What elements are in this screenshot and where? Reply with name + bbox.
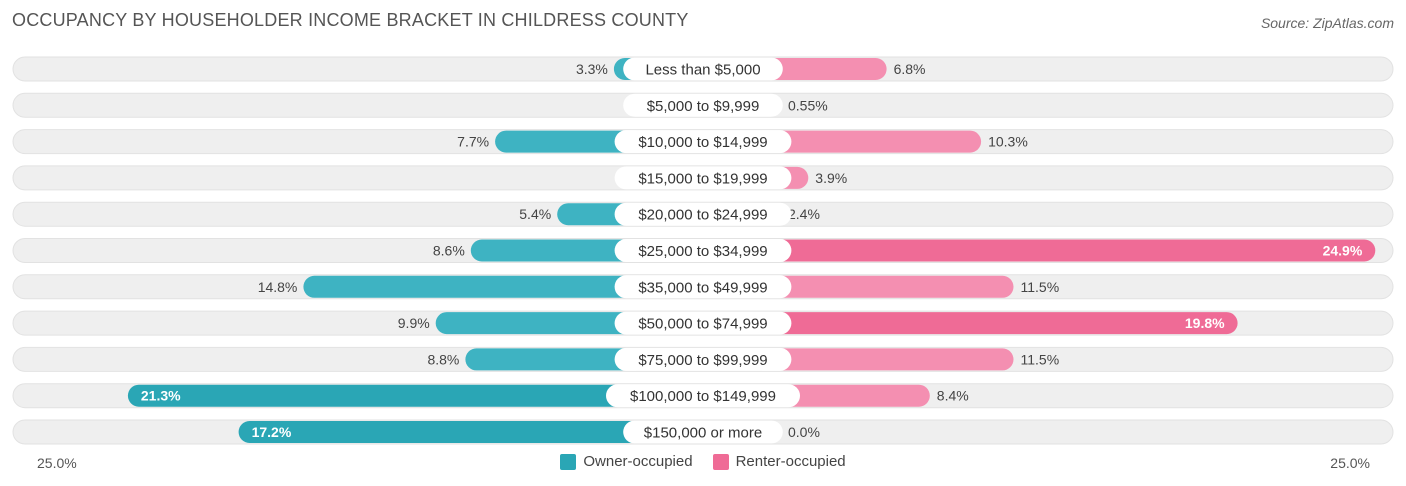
owner-value-label: 14.8% — [258, 279, 298, 295]
renter-value-label: 6.8% — [894, 61, 926, 77]
axis-right-label: 25.0% — [1330, 455, 1370, 471]
renter-value-label: 2.4% — [788, 206, 820, 222]
owner-value-label: 8.6% — [433, 243, 465, 259]
renter-value-label: 11.5% — [1021, 351, 1060, 367]
category-pill — [623, 420, 783, 444]
owner-bar — [238, 421, 703, 443]
legend-renter: Renter-occupied — [712, 453, 846, 470]
legend-renter-swatch — [712, 453, 729, 470]
owner-value-label: 8.8% — [427, 351, 459, 367]
renter-bar — [703, 239, 1376, 262]
category-label: $75,000 to $99,999 — [638, 352, 767, 369]
diverging-bar-chart: 3.3%6.8%Less than $5,0001.4%0.55%$5,000 … — [12, 56, 1394, 445]
renter-value-label: 11.5% — [1021, 279, 1060, 295]
category-label: $5,000 to $9,999 — [647, 98, 760, 115]
renter-bar — [703, 312, 1238, 335]
category-label: $50,000 to $74,999 — [638, 316, 767, 333]
owner-value-label: 7.7% — [457, 134, 489, 150]
category-label: Less than $5,000 — [645, 62, 760, 79]
category-pill — [614, 347, 792, 371]
category-pill — [614, 202, 792, 226]
category-label: $20,000 to $24,999 — [638, 207, 767, 224]
category-label: $100,000 to $149,999 — [630, 388, 776, 405]
source-label: Source: ZipAtlas.com — [1260, 15, 1394, 31]
renter-value-label: 0.55% — [788, 97, 828, 113]
category-label: $150,000 or more — [644, 425, 762, 442]
legend-owner-swatch — [560, 453, 577, 470]
category-pill — [614, 166, 792, 190]
category-label: $25,000 to $34,999 — [638, 243, 767, 260]
legend-owner: Owner-occupied — [560, 453, 693, 470]
category-pill — [614, 130, 792, 154]
owner-value-label: 17.2% — [252, 424, 292, 440]
chart-title: OCCUPANCY BY HOUSEHOLDER INCOME BRACKET … — [12, 10, 689, 30]
category-label: $35,000 to $49,999 — [638, 279, 767, 296]
category-pill — [614, 311, 792, 335]
renter-value-label: 0.0% — [788, 424, 820, 440]
legend: Owner-occupied Renter-occupied — [0, 453, 1406, 470]
renter-value-label: 8.4% — [937, 388, 969, 404]
owner-value-label: 3.3% — [576, 61, 608, 77]
owner-bar — [303, 275, 703, 298]
category-label: $10,000 to $14,999 — [638, 134, 767, 151]
owner-value-label: 9.9% — [398, 315, 430, 331]
owner-value-label: 21.3% — [141, 388, 181, 404]
category-pill — [623, 93, 783, 117]
category-pill — [606, 384, 800, 408]
category-label: $15,000 to $19,999 — [638, 170, 767, 187]
owner-bar — [127, 384, 703, 407]
renter-value-label: 24.9% — [1323, 243, 1363, 259]
category-pill — [623, 57, 783, 81]
legend-renter-label: Renter-occupied — [735, 453, 846, 470]
owner-value-label: 5.4% — [519, 206, 551, 222]
renter-value-label: 19.8% — [1185, 315, 1225, 331]
renter-value-label: 10.3% — [988, 134, 1028, 150]
renter-value-label: 3.9% — [815, 170, 847, 186]
axis-left-label: 25.0% — [37, 455, 77, 471]
category-pill — [614, 239, 792, 262]
category-pill — [614, 275, 792, 299]
legend-owner-label: Owner-occupied — [583, 453, 693, 470]
